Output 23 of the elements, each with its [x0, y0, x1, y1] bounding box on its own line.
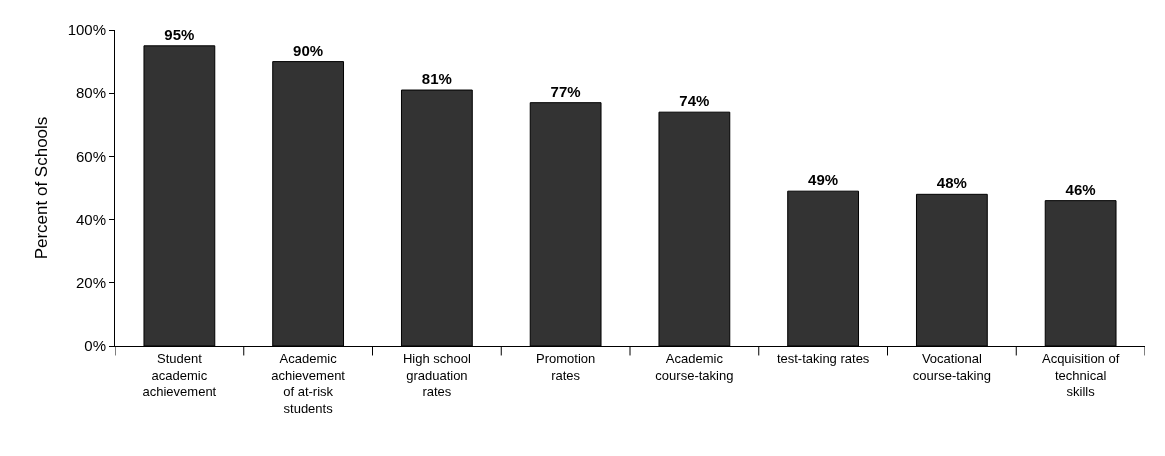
x-tick-label: test-taking rates	[776, 350, 870, 366]
x-tick-label: Promotion rates	[536, 350, 596, 383]
data-label: 81%	[421, 70, 452, 88]
data-label: 90%	[293, 41, 324, 59]
y-tick-label: 60%	[75, 147, 106, 165]
y-axis-title: Percent of Schools	[32, 116, 52, 260]
y-tick-label: 80%	[75, 84, 106, 102]
y-tick-label: 0%	[84, 337, 106, 355]
x-tick-label: Academic achievement of at-risk students	[271, 350, 346, 417]
y-tick-label: 100%	[67, 21, 106, 39]
y-tick-label: 40%	[75, 210, 106, 228]
data-label: 74%	[679, 92, 710, 110]
x-tick-label: Academic course-taking	[655, 350, 734, 383]
data-label: 95%	[164, 25, 195, 43]
x-tick-label: Student academic achievement	[142, 350, 217, 400]
x-tick-label: Acquisition of technical skills	[1041, 350, 1120, 400]
data-label: 46%	[1065, 180, 1096, 198]
x-tick-label: High school graduation rates	[402, 350, 471, 400]
data-label: 77%	[550, 82, 581, 100]
y-tick-label: 20%	[75, 274, 106, 292]
data-label: 49%	[808, 171, 839, 189]
x-tick-label: Vocational course-taking	[912, 350, 991, 383]
data-label: 48%	[936, 174, 967, 192]
